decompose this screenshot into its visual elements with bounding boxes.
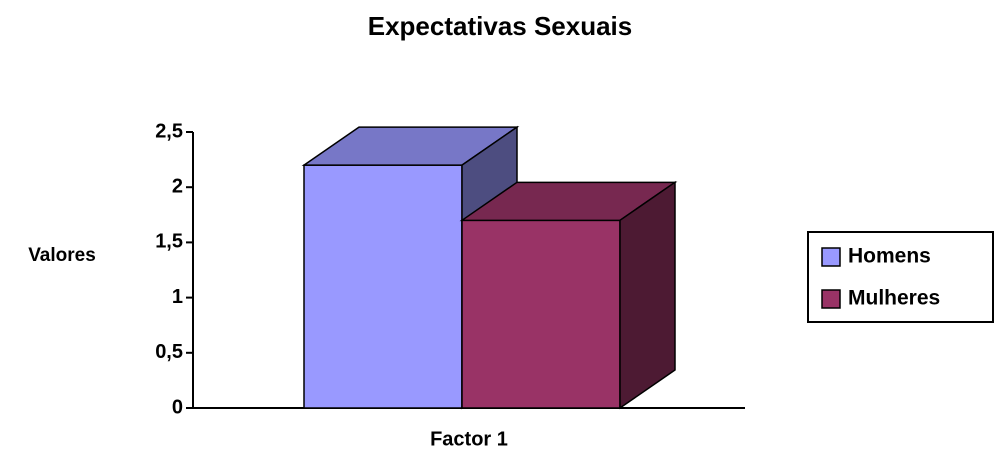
y-axis-label: Valores [28,245,96,266]
legend-swatch [821,289,841,309]
bar-side [619,180,676,410]
y-tick-label: 1,5 [155,231,183,253]
y-tick-label: 0 [172,396,183,418]
y-tick-label: 2,5 [155,120,183,142]
legend-label: Homens [848,245,931,268]
y-tick-label: 2 [172,175,183,197]
y-tick-label: 0,5 [155,341,183,363]
x-tick-label: Factor 1 [430,428,508,450]
chart-title: Expectativas Sexuais [368,11,633,41]
y-tick-label: 1 [172,286,183,308]
bar-front [461,219,621,409]
legend-label: Mulheres [848,287,940,310]
legend-swatch [821,247,841,267]
bar-front [303,164,463,409]
